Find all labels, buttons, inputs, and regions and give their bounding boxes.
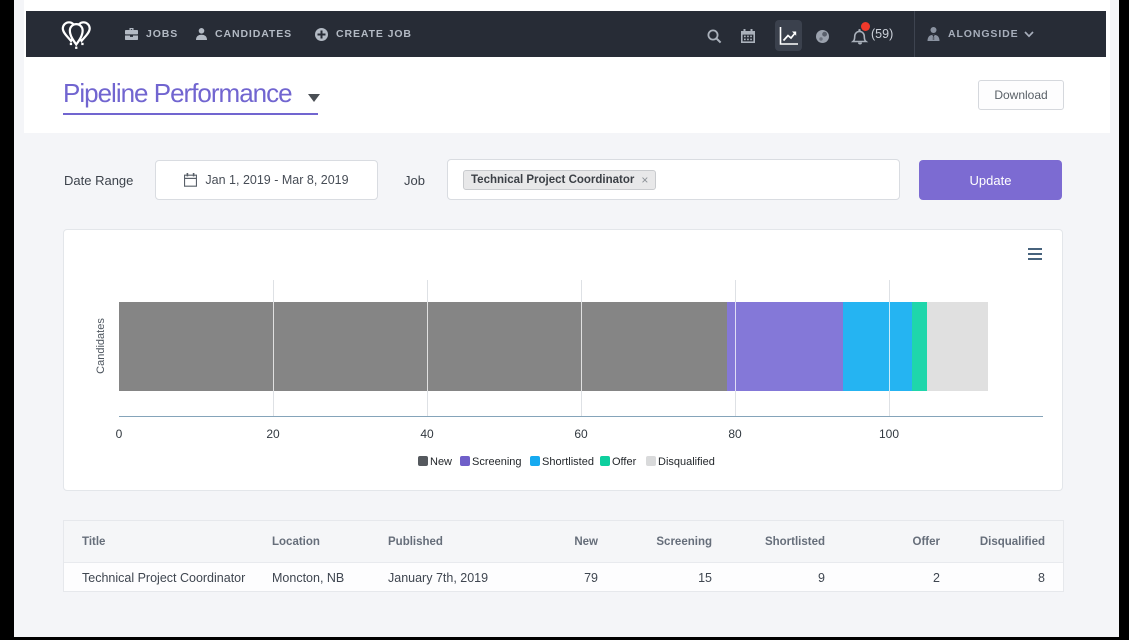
svg-text:40: 40 <box>420 427 434 441</box>
svg-text:80: 80 <box>728 427 742 441</box>
svg-text:0: 0 <box>116 427 123 441</box>
svg-text:Screening: Screening <box>472 456 522 468</box>
svg-text:Disqualified: Disqualified <box>658 456 715 468</box>
svg-text:Offer: Offer <box>612 456 637 468</box>
svg-text:100: 100 <box>879 427 899 441</box>
svg-text:Candidates: Candidates <box>95 318 107 374</box>
svg-text:60: 60 <box>574 427 588 441</box>
svg-text:New: New <box>430 456 452 468</box>
svg-text:Shortlisted: Shortlisted <box>542 456 594 468</box>
svg-text:20: 20 <box>266 427 280 441</box>
